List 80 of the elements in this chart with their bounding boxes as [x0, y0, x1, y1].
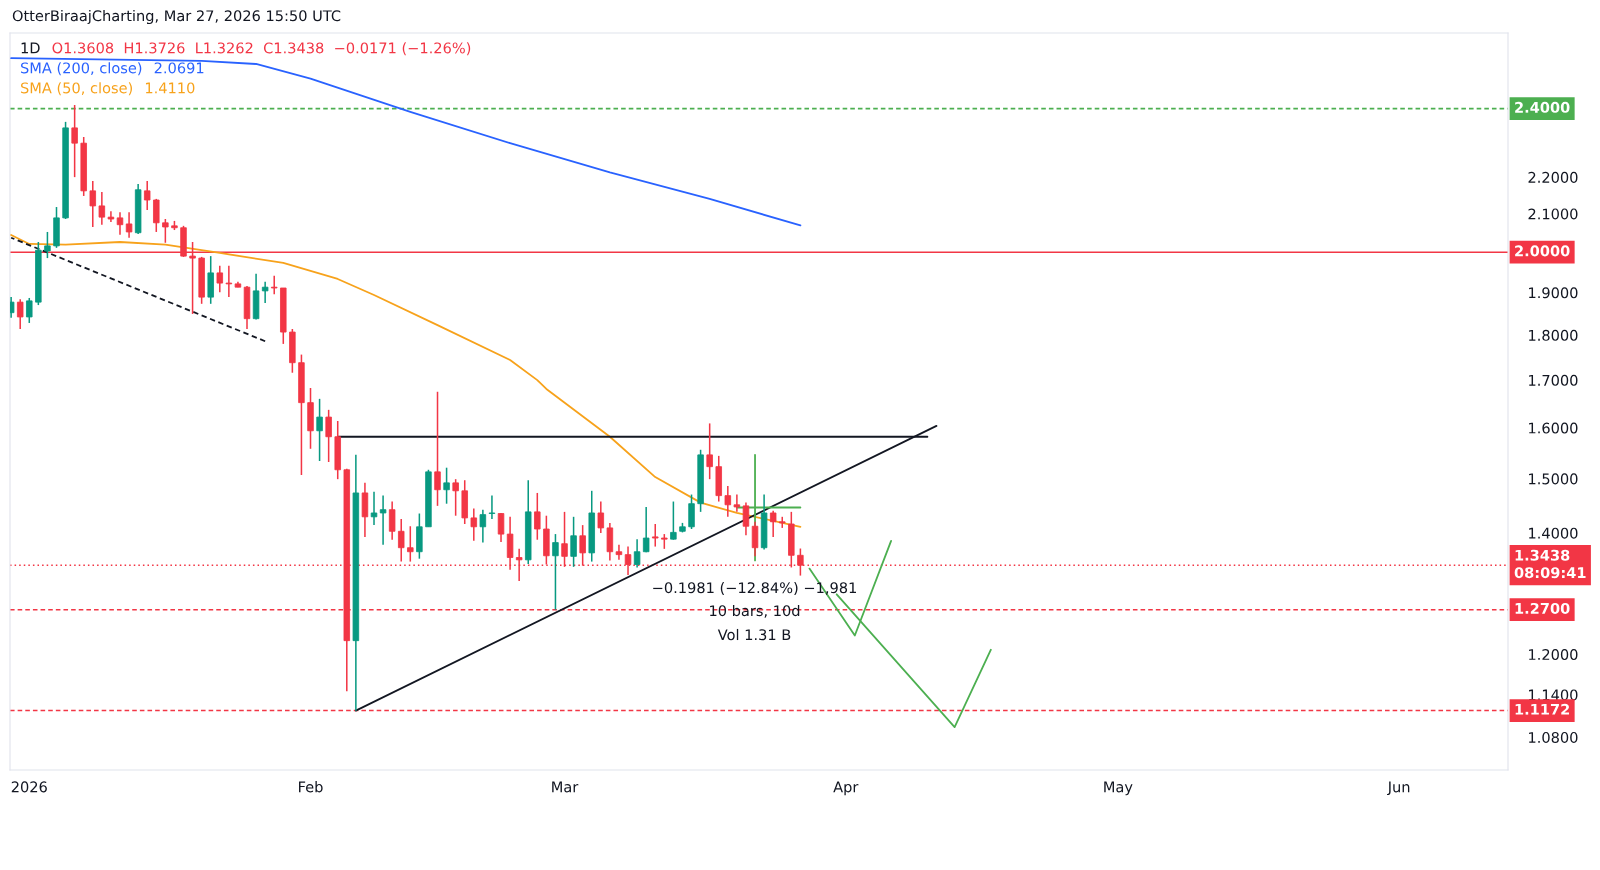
candlestick — [225, 264, 233, 298]
ref-line-label: 1.3438 08:09:41 — [1514, 549, 1586, 579]
y-tick-label: 1.7000 — [1529, 374, 1578, 386]
candlestick — [16, 298, 24, 330]
y-tick-label: 1.9000 — [1529, 287, 1578, 299]
candlestick — [642, 506, 650, 554]
candlestick — [261, 281, 269, 304]
candlestick — [733, 493, 741, 513]
candlestick — [316, 398, 323, 462]
chart-title: OtterBiraajCharting, Mar 27, 2026 15:50 UTC — [12, 9, 341, 25]
candlestick — [162, 218, 169, 244]
y-tick-label: 1.4000 — [1529, 527, 1578, 539]
candlestick — [670, 500, 677, 541]
candlestick — [779, 516, 786, 529]
candlestick — [769, 510, 777, 538]
candlestick — [143, 180, 151, 211]
y-tick-label: 1.8000 — [1529, 329, 1578, 341]
candlestick — [615, 544, 623, 561]
candlestick — [407, 525, 414, 563]
candlestick — [216, 264, 224, 293]
annotation: Vol 1.31 B — [717, 628, 791, 641]
candlestick — [434, 391, 441, 507]
candlestick — [443, 466, 450, 505]
candlestick — [742, 501, 750, 536]
y-tick-label: 1.6000 — [1529, 422, 1578, 434]
y-tick-label: 1.5000 — [1529, 473, 1578, 485]
x-tick-label: Apr — [833, 781, 859, 796]
candlestick — [552, 533, 559, 611]
candlestick — [89, 180, 97, 228]
candlestick — [379, 494, 387, 546]
candlestick — [116, 211, 124, 236]
candlestick — [388, 500, 396, 541]
ref-line-label: 1.2700 — [1515, 602, 1570, 614]
candlestick — [479, 508, 487, 544]
candlestick — [570, 516, 577, 568]
y-tick-label: 2.1000 — [1528, 208, 1578, 220]
y-tick-label: 1.0800 — [1529, 731, 1578, 743]
candlestick — [724, 485, 732, 518]
y-tick-label: 2.2000 — [1528, 171, 1578, 183]
candlestick — [71, 104, 78, 178]
candlestick — [633, 538, 641, 569]
candlestick — [44, 231, 51, 259]
candlestick — [361, 482, 369, 538]
ref-line-label: 2.4000 — [1515, 101, 1570, 113]
candlestick — [506, 516, 514, 571]
annotation: O1.3608 H1.3726 L1.3262 C1.3438 −0.0171 (−1.26%) — [52, 42, 471, 56]
x-tick-label: May — [1104, 781, 1133, 796]
candlestick — [515, 548, 523, 582]
annotation: 1.4110 — [145, 82, 195, 94]
x-tick-label: Feb — [299, 781, 323, 793]
candlestick — [125, 211, 133, 239]
candlestick — [688, 493, 695, 530]
candlestick — [597, 500, 605, 534]
y-tick-label: 1.2000 — [1529, 649, 1578, 661]
candlestick — [470, 507, 478, 542]
candlestick — [153, 198, 160, 233]
candlestick — [26, 297, 33, 324]
candlestick — [98, 191, 106, 226]
x-tick-label: 2026 — [11, 781, 47, 793]
candlestick — [534, 492, 541, 541]
x-tick-label: Mar — [552, 781, 579, 793]
candlestick — [325, 409, 332, 463]
text: SMA (50, close) — [21, 82, 132, 96]
series-label: SMA (200, close) — [21, 62, 142, 76]
candlestick — [497, 512, 505, 543]
y-tick-label: 1.1400 — [1529, 689, 1578, 701]
candlestick — [652, 523, 659, 548]
candlestick — [797, 547, 804, 577]
ref-line-label: 1.1172 — [1515, 703, 1569, 715]
candlestick — [706, 422, 713, 480]
candlestick — [370, 491, 378, 526]
text: 1D — [21, 42, 40, 54]
ref-line-label: 2.0000 — [1515, 245, 1570, 257]
candlestick — [488, 494, 496, 520]
candlestick — [452, 478, 459, 517]
x-tick-label: Jun — [1386, 781, 1410, 796]
annotation: 2.0691 — [154, 62, 204, 74]
candlestick — [397, 518, 405, 563]
candlestick — [606, 522, 614, 562]
candlestick — [270, 274, 278, 295]
